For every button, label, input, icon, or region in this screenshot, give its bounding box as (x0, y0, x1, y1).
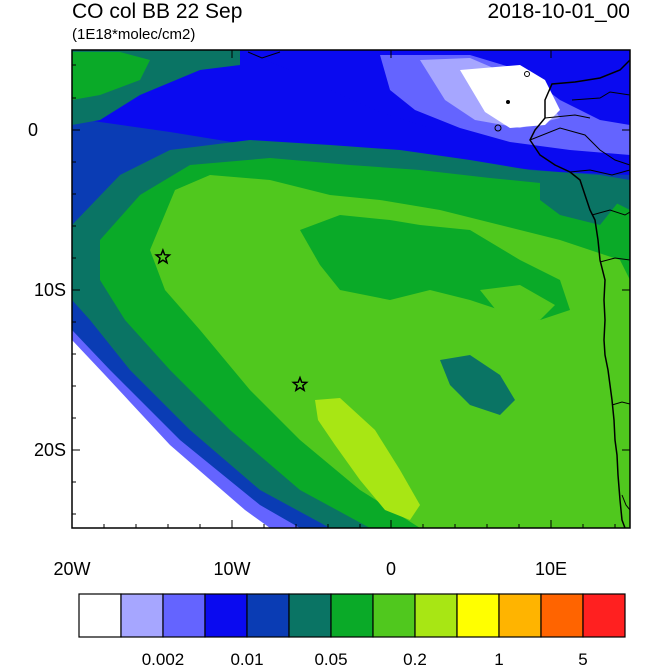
colorbar-labels: 0.002 0.01 0.05 0.2 1 5 (142, 650, 588, 667)
lat-label-10s: 10S (34, 280, 66, 300)
colorbar-swatch-5 (288, 593, 332, 638)
lon-label-0: 0 (386, 559, 396, 579)
colorbar-swatch-12 (582, 593, 626, 638)
star-marker-1 (154, 247, 172, 265)
units-label: (1E18*molec/cm2) (72, 26, 196, 43)
colorbar-label-0002: 0.002 (142, 650, 185, 667)
lat-label-20s: 20S (34, 440, 66, 460)
colorbar-swatch-0 (78, 593, 122, 638)
lon-label-10e: 10E (535, 559, 567, 579)
colorbar-swatch-6 (330, 593, 374, 638)
colorbar-swatch-8 (414, 593, 458, 638)
map-plot-area (72, 50, 630, 528)
colorbar-swatch-4 (246, 593, 290, 638)
star-marker-2 (291, 375, 309, 393)
map-title: CO col BB 22 Sep (72, 0, 243, 23)
date-label: 2018-10-01_00 (487, 0, 630, 23)
colorbar-swatch-7 (372, 593, 416, 638)
colorbar-swatch-1 (120, 593, 164, 638)
colorbar-swatch-2 (162, 593, 206, 638)
map-frame (71, 49, 631, 529)
colorbar-swatch-11 (540, 593, 584, 638)
colorbar-label-02: 0.2 (403, 650, 427, 667)
colorbar-label-5: 5 (578, 650, 587, 667)
lon-label-20w: 20W (53, 559, 90, 579)
marker-layer (154, 247, 309, 393)
colorbar-label-1: 1 (494, 650, 503, 667)
colorbar-swatch-10 (498, 593, 542, 638)
colorbar-swatch-3 (204, 593, 248, 638)
colorbar-label-005: 0.05 (314, 650, 347, 667)
colorbar (78, 593, 626, 638)
colorbar-label-001: 0.01 (230, 650, 263, 667)
colorbar-swatch-9 (456, 593, 500, 638)
lat-label-0: 0 (28, 120, 38, 140)
lon-label-10w: 10W (213, 559, 250, 579)
tick-marks (71, 50, 630, 528)
